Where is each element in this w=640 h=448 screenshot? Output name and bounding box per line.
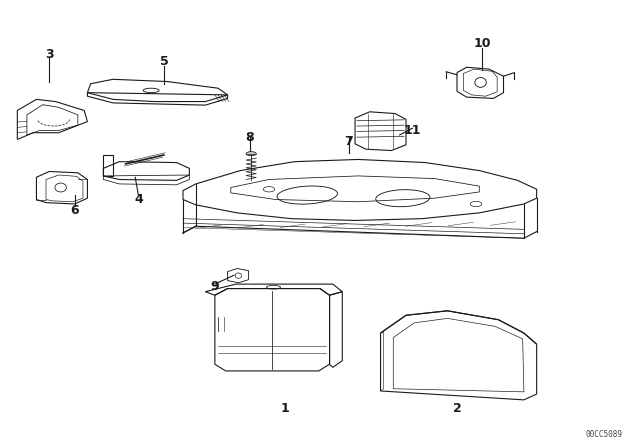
Text: 5: 5 <box>159 55 168 68</box>
Text: 00CC5089: 00CC5089 <box>586 430 623 439</box>
Text: 6: 6 <box>70 204 79 217</box>
Text: 3: 3 <box>45 48 54 61</box>
Text: 9: 9 <box>211 280 219 293</box>
Text: 8: 8 <box>246 131 254 144</box>
Text: 2: 2 <box>452 402 461 415</box>
Text: 4: 4 <box>134 193 143 206</box>
Ellipse shape <box>246 152 256 155</box>
Text: 1: 1 <box>280 402 289 415</box>
Text: 10: 10 <box>474 37 492 50</box>
Text: 7: 7 <box>344 135 353 148</box>
Text: 11: 11 <box>404 124 421 137</box>
